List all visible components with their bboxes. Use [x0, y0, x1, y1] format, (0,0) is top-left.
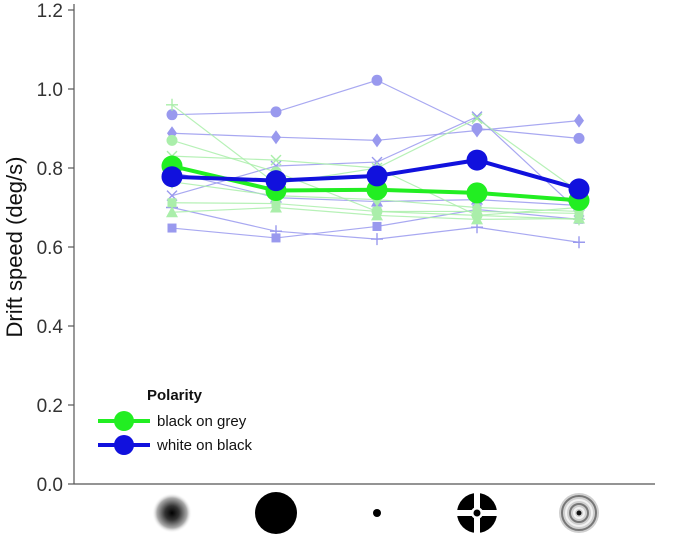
legend: Polarity black on grey white on black: [98, 387, 253, 455]
individual-point-circle: [166, 134, 178, 146]
individual-point-triangle: [166, 206, 178, 218]
y-tick-label: 0.4: [37, 317, 64, 338]
individual-point-plus: [166, 98, 178, 111]
legend-label-white-on-black: white on black: [156, 437, 253, 454]
legend-marker-black-on-grey: [114, 411, 134, 431]
individual-point-square: [167, 223, 177, 233]
individual-point-plus: [270, 225, 282, 238]
mean-point-white-on-black: [161, 166, 183, 188]
legend-title: Polarity: [147, 387, 203, 404]
y-axis: 0.0 0.2 0.4 0.6 0.8 1.0 1.2: [37, 1, 75, 496]
individual-point-square: [167, 198, 177, 208]
individual-point-triangle: [573, 212, 585, 224]
individual-point-circle: [166, 109, 178, 121]
mean-point-white-on-black: [466, 149, 488, 171]
y-tick-label: 1.0: [37, 80, 63, 101]
concentric-rings-icon: [559, 493, 599, 533]
individual-point-circle: [270, 106, 282, 118]
individual-point-plus: [371, 233, 383, 246]
mean-point-white-on-black: [568, 178, 590, 200]
individual-point-circle: [371, 74, 383, 86]
legend-label-black-on-grey: black on grey: [157, 413, 247, 430]
mean-point-white-on-black: [265, 170, 287, 192]
individual-point-cross: [471, 113, 483, 125]
y-tick-label: 0.8: [37, 159, 63, 180]
individual-line: [171, 79, 580, 139]
individual-point-plus: [573, 236, 585, 249]
blurred-disc-icon: [152, 493, 192, 533]
individual-point-diamond: [574, 113, 584, 128]
y-axis-title: Drift speed (deg/s): [2, 157, 27, 338]
legend-marker-white-on-black: [114, 435, 134, 455]
y-tick-label: 1.2: [37, 1, 63, 22]
individual-point-cross: [270, 154, 282, 166]
individual-point-diamond: [372, 133, 382, 148]
individual-point-diamond: [472, 123, 482, 138]
x-category-icons: [152, 492, 599, 534]
individual-point-circle: [573, 132, 585, 144]
large-black-disc-icon: [255, 492, 297, 534]
mean-lines: [161, 149, 590, 211]
mean-point-black-on-grey: [466, 182, 488, 204]
crosshair-target-icon: [456, 492, 498, 534]
individual-point-triangle: [270, 201, 282, 213]
individual-point-square: [372, 221, 382, 231]
y-tick-label: 0.6: [37, 238, 63, 259]
small-dot-icon: [373, 509, 381, 517]
y-tick-label: 0.2: [37, 396, 63, 417]
individual-point-triangle: [471, 213, 483, 225]
mean-point-white-on-black: [366, 165, 388, 187]
y-tick-label: 0.0: [37, 475, 63, 496]
individual-point-triangle: [371, 209, 383, 221]
individual-point-diamond: [271, 130, 281, 145]
individual-point-square: [271, 233, 281, 243]
individual-lines: [166, 74, 585, 249]
